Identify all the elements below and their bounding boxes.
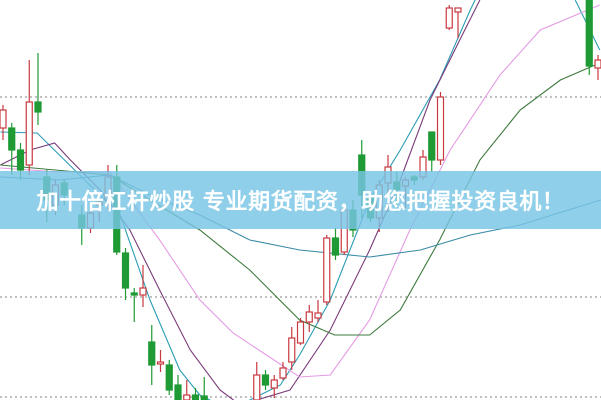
candle-up [454,7,462,13]
moving-average-line [0,0,476,400]
candle-up [323,237,331,303]
candle-down [428,131,436,161]
candle-up [253,374,261,400]
candle-down [148,341,156,366]
banner-text: 加十倍杠杆炒股 专业期货配资，助您把握投资良机！ [36,190,565,215]
candle-down [585,0,593,67]
candle-up [270,379,278,389]
ad-banner[interactable]: 加十倍杠杆炒股 专业期货配资，助您把握投资良机！ [0,171,601,229]
candle-down [200,395,208,400]
candle-up [305,311,313,323]
candle-up [139,287,147,296]
candle-up [25,101,33,166]
candle-up [0,109,7,129]
candle-up [314,312,322,319]
candle-down [16,149,25,171]
candle-up [279,367,287,379]
candle-down [165,364,173,391]
candle-down [130,292,138,296]
candle-down [8,127,16,151]
candle-down [331,237,340,256]
candle-up [288,337,296,363]
candle-down [121,252,130,289]
candle-up [156,361,165,365]
candle-up [436,96,445,161]
candle-down [174,384,182,400]
moving-average-line [0,0,481,400]
candle-down [34,101,42,113]
candle-up [183,394,191,400]
candle-down [261,374,270,386]
candle-up [296,321,305,344]
candle-up [594,59,601,69]
candle-down [191,394,200,400]
candle-up [445,7,453,29]
